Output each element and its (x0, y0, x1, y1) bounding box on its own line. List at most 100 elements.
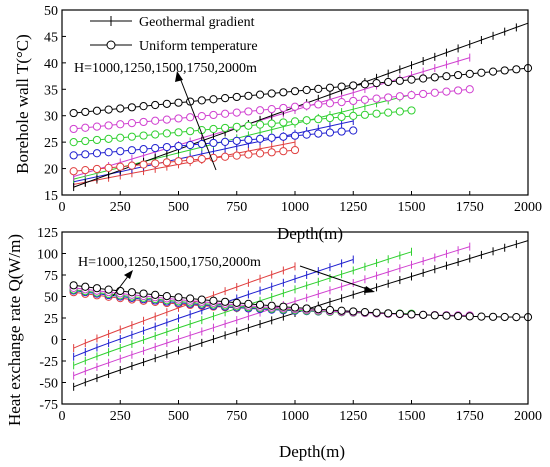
bottom-chart-arrow-right (299, 265, 371, 291)
series-point-1-9 (325, 305, 335, 315)
series-point-0-5 (104, 163, 113, 172)
y-tick-label: 100 (37, 248, 58, 263)
series-point-0-8 (395, 92, 404, 101)
series-point-0-6 (221, 137, 230, 147)
series-point-0-7 (325, 113, 335, 123)
series-point-1-9 (127, 288, 136, 297)
bottom-chart-x-axis-label: Depth(m) (279, 442, 345, 461)
top-chart-x-axis-label: Depth(m) (277, 224, 343, 243)
series-point-0-8 (430, 88, 439, 97)
series-point-1-9 (151, 290, 160, 299)
series-point-1-9 (395, 309, 404, 318)
series-point-0-9 (139, 102, 148, 111)
series-point-1-9 (384, 309, 393, 318)
series-point-1-9 (290, 303, 300, 312)
series-point-0-8 (465, 85, 474, 94)
series-point-0-6 (174, 141, 183, 151)
series-point-0-9 (325, 83, 335, 92)
series-point-0-6 (337, 127, 346, 136)
series-point-0-7 (255, 120, 265, 129)
series-point-0-7 (104, 134, 113, 143)
series-point-0-8 (454, 86, 463, 95)
y-tick-label: 30 (44, 110, 58, 125)
series-point-0-7 (267, 119, 276, 128)
series-point-0-7 (279, 118, 288, 127)
series-point-1-9 (244, 299, 253, 308)
series-point-1-9 (221, 297, 230, 306)
series-point-0-8 (360, 95, 369, 104)
series-point-0-7 (209, 124, 218, 134)
top-chart-y-ticks: 15 20 25 30 35 40 45 50 (44, 4, 66, 204)
series-point-0-5 (69, 167, 78, 176)
series-point-0-8 (244, 107, 253, 116)
series-point-0-9 (419, 74, 428, 83)
series-point-0-8 (302, 101, 311, 110)
series-point-0-9 (267, 89, 276, 98)
series-point-0-7 (395, 107, 404, 116)
series-point-0-9 (302, 85, 311, 95)
legend-label-uniform: Uniform temperature (139, 39, 258, 54)
series-point-0-8 (419, 89, 428, 99)
series-point-0-7 (360, 110, 369, 119)
series-point-0-7 (232, 122, 241, 131)
series-line-0-4 (73, 22, 529, 188)
bottom-chart-annotation: H=1000,1250,1500,1750,2000m (78, 255, 261, 270)
series-point-0-9 (104, 105, 113, 114)
series-point-0-6 (81, 150, 90, 159)
series-point-0-8 (325, 99, 335, 108)
series-point-0-6 (302, 130, 311, 139)
series-point-1-9 (488, 312, 498, 321)
series-point-0-9 (477, 68, 486, 77)
series-point-1-9 (349, 307, 358, 316)
series-point-0-7 (290, 117, 300, 126)
series-point-0-8 (384, 93, 393, 102)
series-point-0-9 (69, 108, 78, 118)
series-point-1-9 (512, 312, 521, 322)
series-point-1-9 (372, 308, 381, 317)
series-point-0-7 (69, 138, 78, 147)
series-point-1-9 (407, 310, 416, 319)
series-point-0-5 (232, 151, 241, 160)
series-point-0-7 (116, 133, 125, 142)
series-point-0-8 (290, 102, 300, 111)
series-point-0-5 (81, 166, 90, 175)
y-tick-label: 25 (44, 136, 58, 151)
y-tick-label: 40 (44, 57, 58, 72)
y-tick-label: 45 (44, 30, 58, 45)
x-tick-label: 0 (59, 200, 66, 215)
series-point-0-8 (407, 91, 416, 100)
series-point-1-9 (337, 306, 346, 315)
series-point-0-9 (221, 93, 230, 103)
series-point-0-9 (209, 95, 218, 104)
series-point-0-9 (279, 88, 288, 97)
y-tick-label: 50 (44, 291, 58, 306)
series-point-0-5 (290, 145, 300, 155)
series-point-0-8 (349, 96, 358, 106)
series-point-0-7 (244, 121, 253, 130)
series-point-0-5 (127, 161, 136, 170)
y-tick-label: 125 (37, 226, 58, 241)
series-point-0-9 (500, 66, 509, 75)
series-point-1-9 (232, 298, 241, 307)
y-tick-label: -75 (39, 398, 58, 413)
series-point-0-6 (151, 144, 160, 153)
series-point-0-9 (92, 106, 102, 115)
x-tick-label: 2000 (514, 200, 542, 215)
series-point-0-5 (116, 162, 125, 171)
series-point-0-6 (186, 140, 195, 150)
series-point-0-6 (209, 138, 218, 148)
legend: Geothermal gradient Uniform temperature (90, 15, 258, 54)
series-point-1-9 (209, 296, 218, 305)
series-point-1-9 (92, 284, 102, 293)
series-point-0-9 (360, 80, 369, 89)
bottom-chart-series (69, 236, 533, 391)
series-point-0-8 (314, 100, 323, 109)
series-point-0-8 (92, 122, 102, 131)
bottom-chart-y-axis-label: Heat exchange rate Q(W/m) (5, 234, 24, 426)
series-point-0-7 (186, 127, 195, 136)
series-point-0-7 (384, 108, 393, 117)
x-tick-label: 250 (110, 200, 131, 215)
series-point-0-9 (197, 96, 206, 105)
series-point-0-5 (279, 147, 288, 156)
series-point-1-9 (442, 311, 451, 320)
